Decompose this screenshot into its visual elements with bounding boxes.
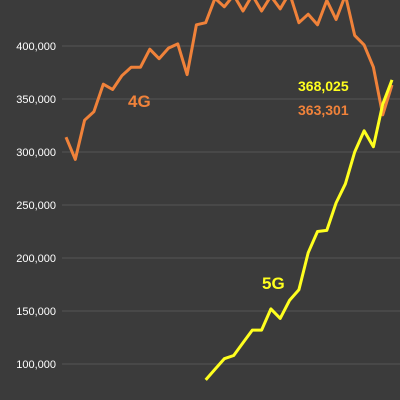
series-line-5g <box>204 79 394 381</box>
series-label-5g: 5G <box>262 274 285 293</box>
end-label-4g: 363,301 <box>298 102 349 118</box>
series-lines <box>64 0 394 381</box>
y-tick-label-300000: 300,000 <box>16 147 56 159</box>
y-tick-label-250000: 250,000 <box>16 200 56 212</box>
y-tick-label-150000: 150,000 <box>16 306 56 318</box>
series-line-4g <box>64 0 394 161</box>
series-label-4g: 4G <box>128 92 151 111</box>
y-tick-label-400000: 400,000 <box>16 41 56 53</box>
end-label-5g: 368,025 <box>298 78 349 94</box>
gridlines <box>62 45 400 365</box>
y-tick-label-200000: 200,000 <box>16 253 56 265</box>
y-tick-label-350000: 350,000 <box>16 94 56 106</box>
y-tick-label-100000: 100,000 <box>16 359 56 371</box>
y-axis-tick-labels: 100,000 150,000 200,000 250,000 300,000 350,0… <box>16 41 56 371</box>
